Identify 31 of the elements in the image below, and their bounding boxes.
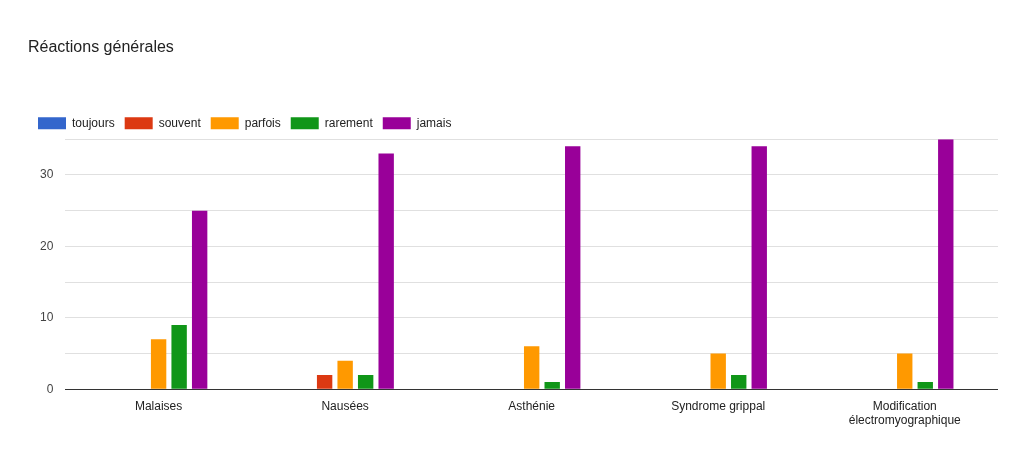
- legend-label: jamais: [415, 115, 452, 130]
- legend-label: toujours: [72, 115, 115, 130]
- y-tick-label: 30: [39, 167, 54, 182]
- bar: [357, 374, 374, 389]
- legend-label: parfois: [244, 115, 281, 130]
- x-tick-label: Asthénie: [508, 398, 556, 413]
- x-tick-label: Malaises: [134, 398, 183, 413]
- bar: [897, 353, 913, 389]
- x-tick-label: Modification électromyographique: [848, 398, 962, 428]
- bar: [337, 360, 353, 389]
- x-tick-label: Nausées: [321, 398, 369, 413]
- y-tick-label: 0: [46, 381, 54, 396]
- bar: [565, 146, 581, 389]
- bar: [150, 339, 167, 389]
- bar: [751, 146, 767, 389]
- bar: [710, 353, 726, 389]
- chart-title: Réactions générales: [28, 38, 174, 56]
- legend-label: souvent: [158, 115, 202, 130]
- bar: [544, 382, 560, 389]
- y-tick-label: 10: [39, 310, 54, 325]
- y-tick-label: 20: [39, 238, 54, 253]
- bar: [917, 382, 933, 389]
- x-tick-label: Syndrome grippal: [671, 398, 766, 413]
- bar: [316, 374, 333, 389]
- bar: [191, 210, 208, 389]
- bar: [171, 324, 187, 389]
- bar: [938, 139, 954, 389]
- bar: [731, 374, 747, 389]
- bar: [378, 153, 394, 389]
- legend-label: rarement: [324, 115, 374, 130]
- bar: [523, 346, 540, 389]
